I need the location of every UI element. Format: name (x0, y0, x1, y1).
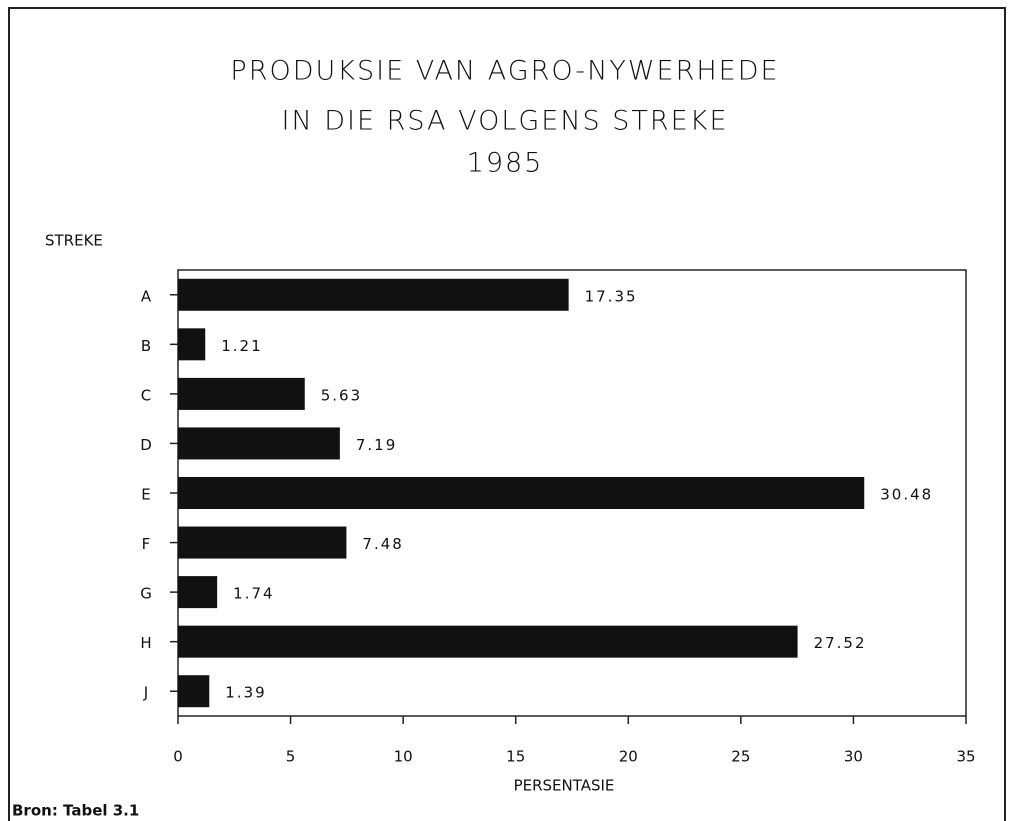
x-tick-label: 10 (394, 748, 413, 766)
y-tick-label: G (140, 585, 152, 603)
value-label: 5.63 (321, 386, 362, 404)
y-tick-label: A (141, 287, 152, 305)
x-axis-label: PERSENTASIE (514, 777, 615, 795)
bar (178, 278, 569, 311)
y-tick-label: C (141, 386, 151, 404)
y-axis-label: STREKE (45, 232, 103, 250)
y-tick-label: J (143, 684, 148, 702)
chart-title: 1985 (467, 148, 544, 179)
bar (178, 328, 206, 361)
x-tick-label: 0 (173, 748, 183, 766)
y-tick-label: E (141, 486, 150, 504)
value-label: 17.35 (585, 287, 638, 305)
value-label: 27.52 (814, 634, 867, 652)
bar (178, 427, 340, 460)
bar (178, 526, 347, 559)
value-label: 1.74 (233, 585, 274, 603)
bar (178, 675, 210, 708)
x-tick-label: 25 (731, 748, 750, 766)
source-note: Bron: Tabel 3.1 (12, 802, 139, 820)
value-label: 7.19 (356, 436, 397, 454)
y-tick-label: H (140, 634, 151, 652)
value-label: 1.39 (225, 684, 266, 702)
y-tick-label: D (140, 436, 152, 454)
value-label: 7.48 (362, 535, 403, 553)
x-tick-label: 30 (844, 748, 863, 766)
chart-title: PRODUKSIE VAN AGRO-NYWERHEDE (230, 56, 779, 87)
bar (178, 576, 218, 609)
y-tick-label: F (142, 535, 151, 553)
value-label: 30.48 (880, 486, 933, 504)
x-tick-label: 5 (286, 748, 296, 766)
bar (178, 625, 798, 658)
bar (178, 477, 865, 509)
frame (8, 7, 1006, 821)
x-tick-label: 15 (506, 748, 525, 766)
value-label: 1.21 (221, 337, 262, 355)
bar (178, 377, 305, 410)
chart-title: IN DIE RSA VOLGENS STREKE (282, 106, 729, 137)
y-tick-label: B (141, 337, 151, 355)
x-tick-label: 20 (619, 748, 638, 766)
x-tick-label: 35 (956, 748, 975, 766)
